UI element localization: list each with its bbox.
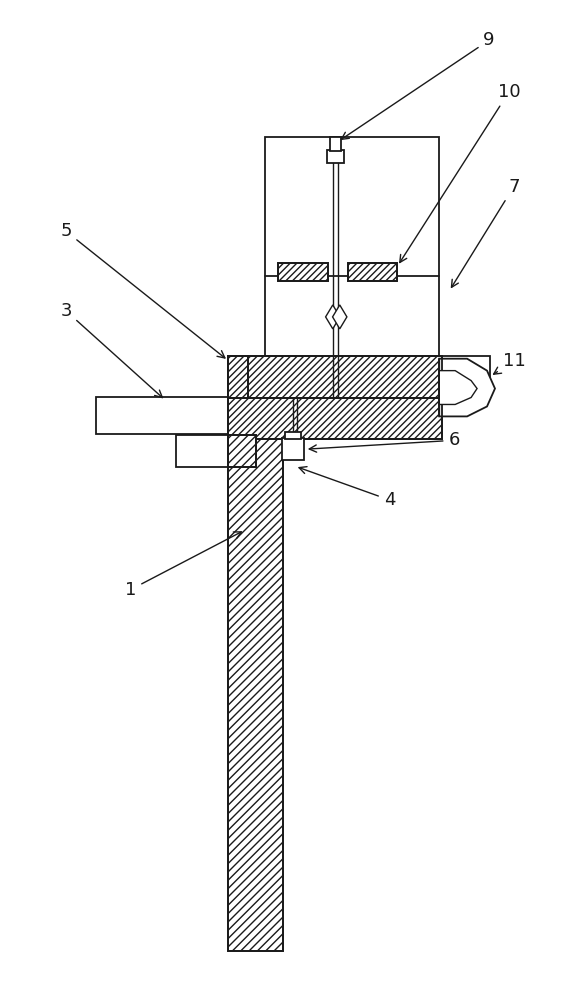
Bar xyxy=(348,263,398,281)
Bar xyxy=(228,356,442,398)
Bar xyxy=(330,137,341,151)
Bar xyxy=(282,438,304,460)
Bar xyxy=(228,356,248,398)
Bar xyxy=(228,356,248,398)
Bar xyxy=(228,398,442,439)
Bar xyxy=(96,397,235,434)
Text: 5: 5 xyxy=(60,222,225,358)
Bar xyxy=(278,263,328,281)
Text: 10: 10 xyxy=(400,83,520,262)
Text: 7: 7 xyxy=(451,178,519,287)
Bar xyxy=(228,389,283,951)
Bar xyxy=(176,435,235,467)
Text: 4: 4 xyxy=(299,467,395,509)
Bar xyxy=(228,356,442,398)
Bar xyxy=(327,150,344,163)
Bar xyxy=(442,356,490,398)
Text: 1: 1 xyxy=(125,532,241,599)
Bar xyxy=(228,435,256,467)
Bar xyxy=(348,263,398,281)
Bar xyxy=(228,435,256,467)
Text: 6: 6 xyxy=(309,431,460,452)
Bar xyxy=(228,398,442,439)
Polygon shape xyxy=(439,359,495,416)
Bar xyxy=(228,389,283,951)
Polygon shape xyxy=(332,305,347,329)
Bar xyxy=(285,432,301,439)
Bar xyxy=(278,263,328,281)
Text: 3: 3 xyxy=(60,302,162,398)
Polygon shape xyxy=(325,305,340,329)
Polygon shape xyxy=(439,371,477,404)
Text: 11: 11 xyxy=(494,352,525,374)
Bar xyxy=(265,137,439,361)
Text: 9: 9 xyxy=(341,31,495,139)
